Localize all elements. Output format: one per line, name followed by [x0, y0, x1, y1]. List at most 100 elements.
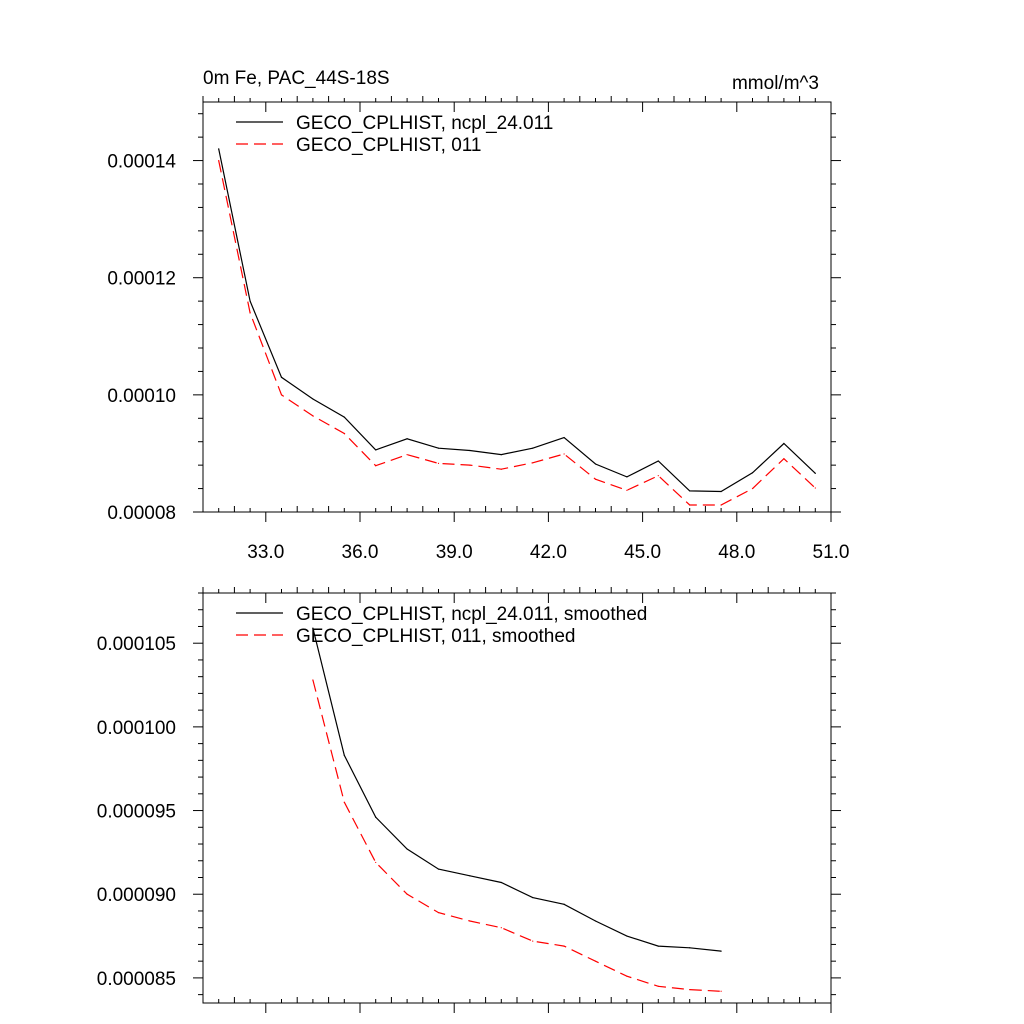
chart-title: 0m Fe, PAC_44S-18S — [203, 68, 390, 89]
data-point — [218, 148, 220, 150]
data-point — [563, 945, 565, 947]
series-line-0 — [218, 148, 816, 493]
data-point — [280, 376, 283, 378]
data-point — [249, 300, 251, 302]
data-point — [689, 947, 691, 949]
data-point — [626, 476, 628, 478]
x-tick-label: 48.0 — [718, 542, 755, 563]
data-point — [406, 454, 408, 456]
data-point — [594, 463, 597, 465]
y-tick-label: 0.00010 — [107, 386, 176, 407]
data-point — [751, 472, 754, 474]
data-point — [437, 868, 440, 870]
top-panel: 33.0 36.0 39.0 42.0 45.0 48.0 51.0 0.00008 0.000… — [107, 68, 849, 563]
data-point — [343, 416, 345, 418]
data-point — [375, 861, 377, 864]
data-point — [814, 487, 816, 489]
data-point — [657, 945, 659, 947]
data-point — [689, 989, 691, 991]
data-point — [500, 454, 502, 456]
data-point — [375, 465, 377, 467]
data-point — [563, 453, 565, 455]
y-tick-label: 0.000105 — [97, 634, 176, 655]
x-tick-label: 42.0 — [530, 542, 567, 563]
data-point — [563, 903, 565, 905]
data-point — [626, 975, 628, 977]
data-point — [532, 940, 534, 942]
series-line-0 — [312, 627, 722, 952]
data-point — [563, 437, 565, 439]
data-point — [626, 935, 628, 937]
data-point — [532, 447, 534, 449]
x-tick-label: 45.0 — [624, 542, 661, 563]
data-point — [312, 679, 314, 681]
data-point — [657, 475, 659, 477]
plot-frame — [202, 592, 832, 1004]
legend-label: GECO_CPLHIST, 011 — [296, 135, 482, 156]
data-point — [469, 920, 471, 922]
data-point — [469, 464, 471, 466]
data-point — [532, 462, 534, 464]
data-point — [437, 462, 440, 464]
data-point — [532, 896, 534, 899]
data-point — [720, 490, 722, 493]
units-label: mmol/m^3 — [732, 73, 819, 94]
y-tick-label: 0.000095 — [97, 802, 176, 823]
data-point — [500, 927, 502, 929]
legend-label: GECO_CPLHIST, ncpl_24.011, smoothed — [296, 604, 647, 625]
plot-frame — [202, 101, 832, 513]
data-point — [312, 627, 314, 629]
data-point — [312, 398, 314, 400]
data-point — [406, 848, 408, 850]
legend-label: GECO_CPLHIST, 011, smoothed — [296, 626, 576, 647]
data-point — [343, 801, 345, 803]
data-point — [626, 489, 628, 491]
data-point — [437, 447, 440, 449]
data-point — [500, 881, 502, 884]
y-tick-label: 0.00014 — [107, 152, 176, 173]
data-point — [814, 472, 816, 474]
legend-label: GECO_CPLHIST, ncpl_24.011 — [296, 113, 553, 134]
data-point — [312, 415, 314, 417]
series-line-1 — [218, 160, 816, 506]
data-point — [469, 449, 471, 452]
series-line-1 — [312, 679, 722, 992]
x-tick-label: 33.0 — [247, 542, 284, 563]
data-point — [406, 893, 408, 895]
data-point — [689, 504, 691, 506]
data-point — [657, 460, 659, 462]
y-tick-label: 0.000090 — [97, 885, 176, 906]
data-point — [280, 394, 283, 396]
data-point — [343, 754, 345, 756]
data-point — [343, 432, 345, 435]
y-tick-label: 0.000085 — [97, 969, 176, 990]
data-point — [375, 816, 377, 818]
data-point — [720, 504, 722, 506]
data-point — [657, 985, 659, 987]
data-point — [689, 490, 691, 492]
data-point — [500, 468, 502, 470]
y-tick-label: 0.00012 — [107, 269, 176, 290]
data-point — [594, 960, 597, 962]
y-tick-label: 0.000100 — [97, 718, 176, 739]
x-tick-label: 36.0 — [342, 542, 379, 563]
data-point — [375, 449, 377, 451]
data-point — [783, 458, 785, 460]
bottom-panel: 0.000085 0.000090 0.000095 0.000100 0.000105… — [97, 587, 841, 1013]
data-point — [751, 487, 754, 490]
data-point — [218, 159, 220, 162]
data-point — [437, 912, 440, 914]
data-point — [594, 478, 597, 480]
x-tick-label: 51.0 — [813, 542, 850, 563]
data-point — [469, 875, 471, 877]
data-point — [720, 990, 722, 992]
data-point — [406, 438, 408, 440]
data-point — [594, 920, 597, 922]
data-point — [783, 442, 785, 445]
y-tick-label: 0.00008 — [107, 503, 176, 524]
x-tick-label: 39.0 — [436, 542, 473, 563]
data-point — [249, 312, 251, 314]
data-point — [720, 950, 722, 952]
